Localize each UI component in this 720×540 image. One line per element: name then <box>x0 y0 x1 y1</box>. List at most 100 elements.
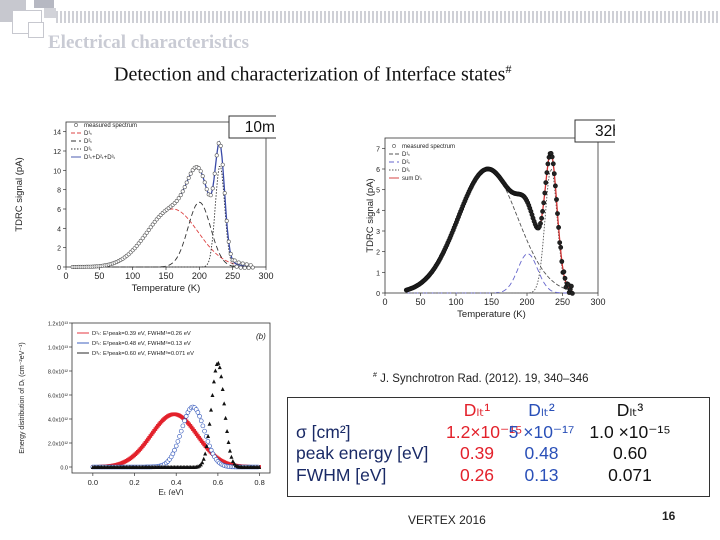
page-number: 16 <box>662 509 676 523</box>
y-tick-label: 8.0x10¹² <box>48 370 68 376</box>
y-tick-label: 12 <box>53 149 61 156</box>
measured-point <box>188 171 193 176</box>
x-tick-label: 0 <box>63 271 68 281</box>
measured-point <box>555 211 560 216</box>
measured-point <box>250 265 255 270</box>
measured-point <box>240 261 245 266</box>
series-d3-point <box>213 368 218 373</box>
series-d3-point <box>207 421 212 426</box>
plot-frame <box>71 322 271 474</box>
table-cell: 0.071 <box>608 464 652 485</box>
series-d2-point <box>172 447 177 453</box>
measured-point <box>541 200 547 206</box>
legend-label: D¹ₜ+D²ₜ+D³ₜ <box>84 155 116 161</box>
measured-point <box>212 171 217 176</box>
series-d3-point <box>201 456 206 461</box>
table-cell: 0.13 <box>524 464 559 485</box>
legend-label: D³ₜ <box>84 147 92 153</box>
measured-point <box>559 259 565 264</box>
footer-text: VERTEX 2016 <box>408 513 486 527</box>
measured-point <box>228 251 233 256</box>
x-tick-label: 0.4 <box>171 478 181 487</box>
y-tick-label: 14 <box>53 130 61 137</box>
y-axis-label: TDRC signal (pA) <box>14 157 25 231</box>
measured-point <box>544 170 550 175</box>
measured-point <box>210 186 215 191</box>
measured-point <box>146 228 151 233</box>
y-axis-label: TDRC signal (pA) <box>365 178 376 252</box>
plot-frame <box>65 121 267 268</box>
section-title: Electrical characteristics <box>48 32 249 53</box>
table-row-label: σ [cm²] <box>296 421 351 442</box>
x-tick-label: 0.6 <box>213 478 223 487</box>
legend-label: sum Dⁱₜ <box>402 174 422 182</box>
measured-point <box>568 283 574 289</box>
legend-label: D³ₜ <box>402 168 410 174</box>
measured-point <box>545 161 551 167</box>
x-tick-label: 250 <box>225 271 240 281</box>
series-d2-point <box>202 428 207 434</box>
measured-point <box>200 174 205 179</box>
measured-point <box>196 166 201 171</box>
x-tick-label: 50 <box>415 297 425 307</box>
x-tick-label: 0.8 <box>254 478 264 487</box>
tdrc-chart-10min: 0 50 100 150 200 250 300 0 2 4 6 8 10 12 14 Temperature… <box>14 115 276 294</box>
legend-label: D³ₜ: E³peak=0.60 eV, FWHM³=0.071 eV <box>92 351 194 357</box>
y-tick-label: 10 <box>53 168 61 175</box>
series-d3-point <box>211 379 216 384</box>
series-d3-point <box>219 374 224 379</box>
x-tick-label: 250 <box>555 297 570 307</box>
series-d3-point <box>227 448 232 453</box>
table-header-dit2: Dₗₜ² <box>528 400 555 420</box>
measured-point <box>226 239 231 244</box>
legend-label: D²ₜ <box>84 139 92 145</box>
plot-frame <box>384 137 599 294</box>
y-tick-label: 0 <box>57 265 61 272</box>
x-axis-label: Eₜ (eV) <box>158 488 183 495</box>
table-cell: 0.48 <box>524 443 559 463</box>
measured-point <box>182 185 187 190</box>
series-d3-point <box>230 458 235 463</box>
series-d2-point <box>198 418 204 424</box>
x-axis-label: Temperature (K) <box>132 283 201 294</box>
table-corner <box>296 400 446 422</box>
y-tick-label: 6.0x10¹² <box>48 394 68 400</box>
measured-point <box>140 236 145 241</box>
measured-point <box>142 233 147 238</box>
series-d3-point <box>206 434 211 439</box>
series-d2-point <box>173 443 179 449</box>
series-d2-point <box>197 413 202 419</box>
y-tick-label: 6 <box>376 167 380 174</box>
measured-point <box>198 169 203 174</box>
y-tick-label: 7 <box>376 146 380 153</box>
series-d3-point <box>203 451 208 456</box>
x-tick-label: 300 <box>258 271 273 281</box>
measured-point <box>176 196 181 201</box>
series-d2-point <box>183 413 189 419</box>
x-tick-label: 200 <box>192 271 207 281</box>
table-cell: 1.0 ×10⁻¹⁵ <box>589 421 671 442</box>
decor-square <box>34 0 54 8</box>
measured-point <box>152 219 157 224</box>
chart-title: 32h@80C <box>595 123 615 140</box>
energy-distribution-chart: 0.0 0.2 0.4 0.6 0.8 0.0 2.0x10¹² 4.0x10¹² 6.0x10… <box>19 322 271 495</box>
measured-point <box>561 269 567 275</box>
y-tick-label: 8 <box>57 188 61 195</box>
series-d3-point <box>257 465 262 469</box>
table-header-dit3: Dₗₜ³ <box>616 400 644 420</box>
x-tick-label: 0.0 <box>88 478 98 487</box>
reference-citation: # J. Synchrotron Rad. (2012). 19, 340–34… <box>373 372 589 385</box>
legend-label: D²ₜ: E²peak=0.48 eV, FWHM²=0.13 eV <box>92 341 191 347</box>
measured-point <box>134 243 139 248</box>
x-tick-label: 50 <box>94 271 104 281</box>
y-tick-label: 4.0x10¹² <box>48 418 68 424</box>
table-header-dit1: Dₗₜ¹ <box>463 400 491 420</box>
decor-square <box>28 22 44 38</box>
series-d2-point <box>200 423 206 429</box>
measured-point <box>178 193 183 198</box>
legend-label: D²ₜ <box>402 160 410 166</box>
y-tick-label: 2 <box>57 246 61 253</box>
table-cell: 1.2×10⁻¹⁵ <box>446 421 523 442</box>
series-d2-point <box>177 434 182 439</box>
chart-title-box <box>228 115 276 139</box>
